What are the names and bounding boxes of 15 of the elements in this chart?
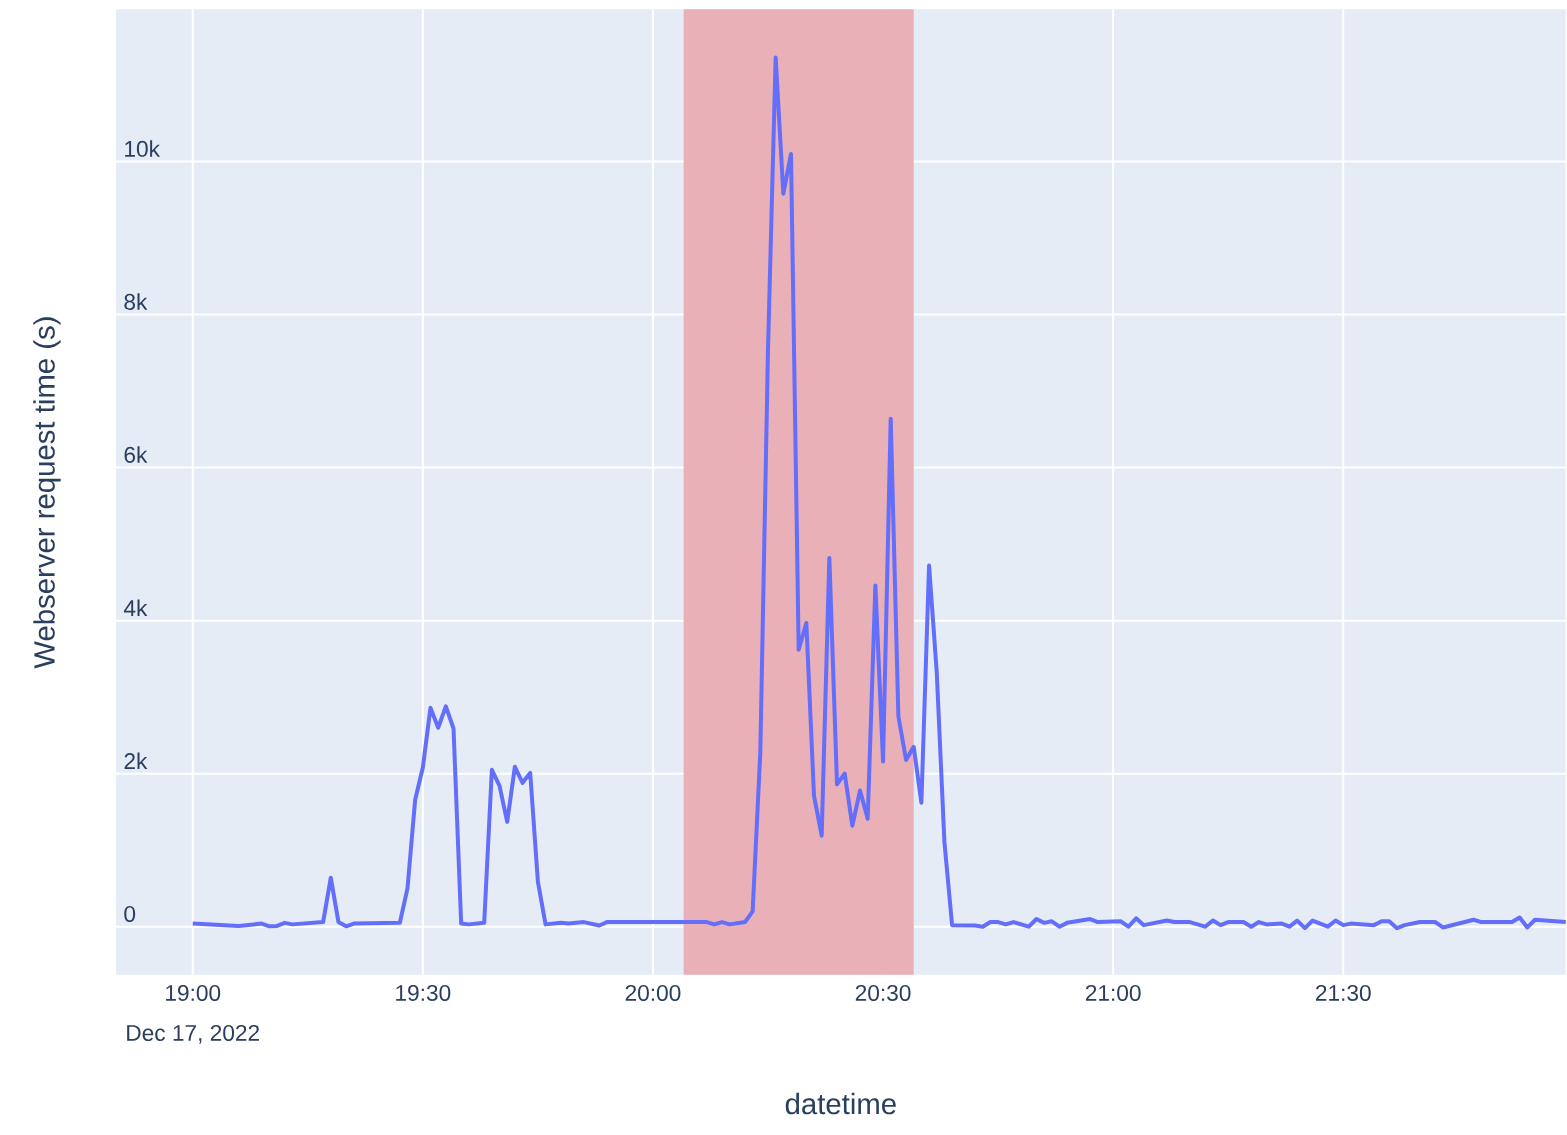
x-tick-label: 20:30 <box>855 984 911 1002</box>
y-tick-label: 8k <box>124 293 148 310</box>
x-tick-label: 19:00 <box>166 984 221 1002</box>
y-axis-title: Webserver request time (s) <box>33 317 61 669</box>
x-tick-label: 21:30 <box>1316 984 1371 1002</box>
y-tick-label: 2k <box>124 752 148 769</box>
x-tick-label: 21:00 <box>1085 984 1141 1002</box>
y-tick-label: 6k <box>124 446 148 463</box>
y-tick-label: 4k <box>123 599 148 616</box>
x-tick-label: 19:30 <box>396 984 451 1002</box>
y-tick-label: 0 <box>124 905 136 923</box>
text: Dec 17, 2022 <box>127 1024 259 1044</box>
y-tick-label: 10k <box>125 140 160 157</box>
x-axis-title: datetime <box>785 1092 896 1115</box>
x-tick-label: 20:00 <box>625 984 681 1002</box>
